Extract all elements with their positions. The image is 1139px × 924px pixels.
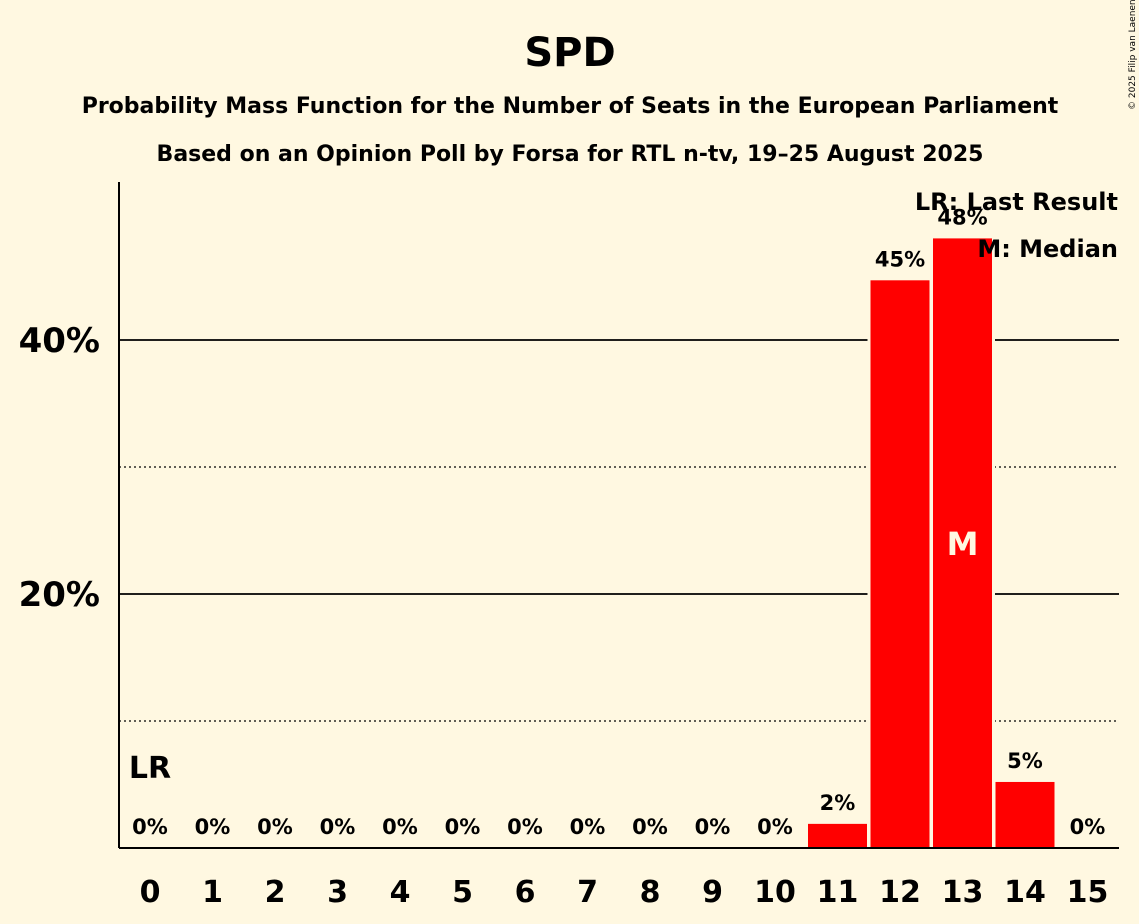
chart-subtitle-source: Based on an Opinion Poll by Forsa for RT… bbox=[157, 142, 984, 167]
bar-value-label: 0% bbox=[257, 815, 293, 839]
copyright-notice: © 2025 Filip van Laenen bbox=[1128, 0, 1138, 110]
labels: 20%40%0%00%10%20%30%40%50%60%70%80%90%10… bbox=[19, 205, 1109, 910]
x-tick-label: 5 bbox=[452, 875, 473, 910]
bar-value-label: 0% bbox=[132, 815, 168, 839]
x-tick-label: 13 bbox=[942, 875, 984, 910]
x-tick-label: 7 bbox=[577, 875, 598, 910]
bar bbox=[808, 823, 867, 848]
bar-value-label: 0% bbox=[1070, 815, 1106, 839]
x-tick-label: 0 bbox=[140, 875, 161, 910]
chart-subtitle: Probability Mass Function for the Number… bbox=[82, 94, 1059, 119]
x-tick-label: 10 bbox=[754, 875, 796, 910]
x-tick-label: 2 bbox=[265, 875, 286, 910]
bar-value-label: 0% bbox=[507, 815, 543, 839]
x-tick-label: 6 bbox=[515, 875, 536, 910]
bar-value-label: 0% bbox=[320, 815, 356, 839]
bar-value-label: 0% bbox=[445, 815, 481, 839]
bar-value-label: 5% bbox=[1007, 749, 1043, 773]
bar-value-label: 45% bbox=[875, 247, 925, 271]
median-marker: M bbox=[947, 525, 979, 563]
x-tick-label: 4 bbox=[390, 875, 411, 910]
legend-median: M: Median bbox=[977, 235, 1118, 263]
y-tick-label: 40% bbox=[19, 321, 100, 361]
bar-value-label: 0% bbox=[632, 815, 668, 839]
x-tick-label: 8 bbox=[640, 875, 661, 910]
bar-value-label: 0% bbox=[195, 815, 231, 839]
bar-value-label: 0% bbox=[382, 815, 418, 839]
x-tick-label: 12 bbox=[879, 875, 921, 910]
bars bbox=[805, 238, 1058, 848]
bar-value-label: 0% bbox=[757, 815, 793, 839]
x-tick-label: 11 bbox=[817, 875, 859, 910]
x-tick-label: 3 bbox=[327, 875, 348, 910]
chart-title: SPD bbox=[524, 30, 615, 76]
bar bbox=[933, 238, 992, 848]
bar-value-label: 0% bbox=[570, 815, 606, 839]
bar bbox=[995, 781, 1055, 848]
bar-value-label: 0% bbox=[695, 815, 731, 839]
x-tick-label: 1 bbox=[202, 875, 223, 910]
bar bbox=[870, 280, 930, 848]
axes bbox=[118, 182, 1119, 849]
x-tick-label: 15 bbox=[1067, 875, 1109, 910]
x-tick-label: 14 bbox=[1004, 875, 1046, 910]
x-tick-label: 9 bbox=[702, 875, 723, 910]
y-tick-label: 20% bbox=[19, 575, 100, 615]
last-result-marker: LR bbox=[129, 751, 171, 786]
legend-last-result: LR: Last Result bbox=[915, 188, 1118, 216]
bar-value-label: 2% bbox=[820, 791, 856, 815]
bar-value-label: 48% bbox=[937, 205, 987, 229]
